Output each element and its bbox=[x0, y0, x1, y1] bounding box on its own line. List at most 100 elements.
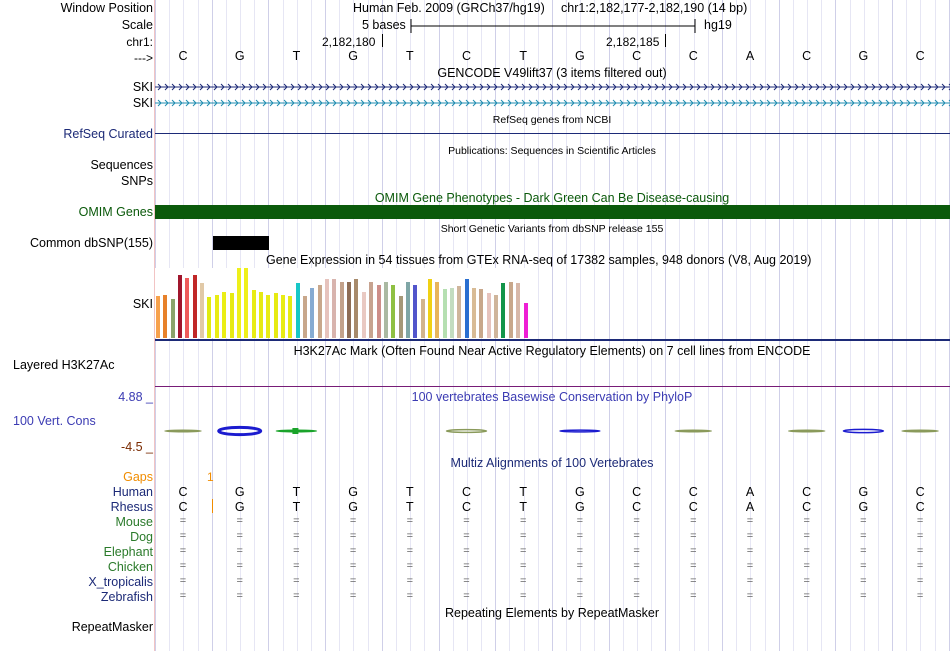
gtex-tissue-bar[interactable] bbox=[244, 268, 249, 338]
aligned-match: = bbox=[179, 575, 187, 587]
gtex-tissue-bar[interactable] bbox=[178, 275, 183, 338]
strand-chevron bbox=[346, 83, 351, 91]
gtex-tissue-bar[interactable] bbox=[185, 278, 190, 338]
repeatmasker-track-label[interactable]: RepeatMasker bbox=[71, 620, 153, 634]
gtex-tissue-bar[interactable] bbox=[464, 279, 469, 338]
species-label[interactable]: Mouse bbox=[115, 515, 153, 529]
gtex-tissue-bar[interactable] bbox=[251, 290, 256, 338]
assembly-title: Human Feb. 2009 (GRCh37/hg19) bbox=[353, 1, 545, 15]
gtex-tissue-bar[interactable] bbox=[295, 283, 300, 338]
species-label[interactable]: Human bbox=[112, 485, 153, 499]
gtex-tissue-bar[interactable] bbox=[420, 299, 425, 338]
gtex-gene-label[interactable]: SKI bbox=[132, 297, 153, 311]
omim-track-label[interactable]: OMIM Genes bbox=[78, 205, 153, 219]
gtex-tissue-bar[interactable] bbox=[280, 295, 285, 338]
gencode-transcripts[interactable] bbox=[155, 81, 950, 109]
omim-gene-bar[interactable] bbox=[155, 205, 950, 219]
h3k27ac-track-label[interactable]: Layered H3K27Ac bbox=[13, 358, 115, 372]
gtex-tissue-bar[interactable] bbox=[391, 285, 396, 338]
strand-chevron bbox=[276, 83, 281, 91]
gencode-item-label-1[interactable]: SKI bbox=[132, 80, 153, 94]
strand-chevron bbox=[808, 83, 813, 91]
gtex-tissue-bar[interactable] bbox=[229, 293, 234, 338]
phylop-logo-plot[interactable] bbox=[155, 418, 950, 448]
species-label[interactable]: X_tropicalis bbox=[88, 575, 153, 589]
gtex-tissue-bar[interactable] bbox=[170, 299, 175, 338]
gtex-tissue-bar[interactable] bbox=[222, 292, 227, 338]
strand-chevron bbox=[325, 83, 330, 91]
strand-chevron bbox=[528, 83, 533, 91]
gtex-tissue-bar[interactable] bbox=[361, 292, 366, 338]
gtex-tissue-bar[interactable] bbox=[398, 296, 403, 338]
gaps-label[interactable]: Gaps bbox=[123, 470, 153, 484]
gtex-tissue-bar[interactable] bbox=[354, 279, 359, 338]
gtex-tissue-bar[interactable] bbox=[413, 285, 418, 338]
gtex-tissue-bar[interactable] bbox=[303, 296, 307, 338]
strand-chevron bbox=[871, 83, 876, 91]
gencode-item-label-2[interactable]: SKI bbox=[132, 96, 153, 110]
gtex-tissue-bar[interactable] bbox=[457, 286, 462, 338]
gtex-tissue-bar[interactable] bbox=[369, 282, 374, 338]
reference-base: G bbox=[234, 49, 245, 63]
phylop-track-label[interactable]: 100 Vert. Cons bbox=[13, 414, 96, 428]
sequences-track-label[interactable]: Sequences bbox=[90, 158, 153, 172]
gtex-tissue-bar[interactable] bbox=[214, 295, 219, 338]
gtex-tissue-bar[interactable] bbox=[163, 295, 168, 338]
gtex-tissue-bar[interactable] bbox=[501, 283, 506, 338]
gtex-tissue-bar[interactable] bbox=[192, 275, 197, 338]
gtex-tissue-bar[interactable] bbox=[479, 289, 484, 338]
gtex-tissue-bar[interactable] bbox=[442, 289, 447, 338]
aligned-match: = bbox=[236, 515, 243, 527]
gtex-tissue-bar[interactable] bbox=[435, 282, 440, 338]
species-label[interactable]: Zebrafish bbox=[100, 590, 153, 604]
common-dbsnp-track-label[interactable]: Common dbSNP(155) bbox=[30, 236, 153, 250]
gtex-tissue-bar[interactable] bbox=[472, 288, 477, 338]
aligned-match: = bbox=[633, 560, 640, 572]
gtex-tissue-bar[interactable] bbox=[236, 268, 241, 338]
gtex-tissue-bar[interactable] bbox=[486, 293, 491, 338]
gtex-tissue-bar[interactable] bbox=[508, 282, 513, 338]
gtex-tissue-bar[interactable] bbox=[207, 297, 212, 338]
snps-track-label[interactable]: SNPs bbox=[121, 174, 153, 188]
gtex-tissue-bar[interactable] bbox=[310, 288, 315, 338]
gtex-tissue-bar[interactable] bbox=[347, 282, 352, 338]
gtex-tissue-bar[interactable] bbox=[516, 283, 521, 338]
strand-chevron bbox=[822, 99, 827, 107]
strand-chevron bbox=[248, 99, 253, 107]
species-label[interactable]: Dog bbox=[130, 530, 153, 544]
strand-chevron bbox=[724, 83, 729, 91]
gtex-track-divider bbox=[155, 339, 950, 341]
gtex-tissue-bar[interactable] bbox=[325, 279, 330, 338]
chr-label: chr1: bbox=[126, 35, 153, 49]
gtex-tissue-bar[interactable] bbox=[376, 285, 381, 338]
gtex-bar-chart[interactable] bbox=[155, 268, 535, 338]
gtex-tissue-bar[interactable] bbox=[494, 295, 499, 338]
gtex-tissue-bar[interactable] bbox=[450, 288, 454, 338]
gtex-tissue-bar[interactable] bbox=[339, 282, 344, 338]
strand-chevron bbox=[647, 99, 652, 107]
species-label[interactable]: Elephant bbox=[103, 545, 153, 559]
refseq-track-label[interactable]: RefSeq Curated bbox=[63, 127, 153, 141]
snp-variant-block[interactable] bbox=[213, 236, 269, 250]
gtex-tissue-bar[interactable] bbox=[317, 285, 322, 338]
gtex-tissue-bar[interactable] bbox=[288, 296, 293, 338]
gtex-tissue-bar[interactable] bbox=[258, 292, 263, 338]
gtex-tissue-bar[interactable] bbox=[427, 279, 432, 338]
reference-base: C bbox=[178, 49, 188, 63]
strand-chevron bbox=[766, 99, 771, 107]
species-label[interactable]: Chicken bbox=[107, 560, 153, 574]
gtex-tissue-bar[interactable] bbox=[332, 279, 337, 338]
species-label[interactable]: Rhesus bbox=[110, 500, 153, 514]
aligned-match: = bbox=[179, 545, 187, 557]
strand-chevron bbox=[178, 99, 183, 107]
gtex-tissue-bar[interactable] bbox=[405, 282, 410, 338]
gtex-tissue-bar[interactable] bbox=[200, 283, 205, 338]
gtex-tissue-bar[interactable] bbox=[523, 303, 528, 338]
strand-chevron bbox=[157, 99, 162, 107]
gtex-tissue-bar[interactable] bbox=[156, 296, 160, 338]
gtex-tissue-bar[interactable] bbox=[266, 295, 271, 338]
gtex-tissue-bar[interactable] bbox=[383, 282, 388, 338]
gtex-tissue-bar[interactable] bbox=[273, 293, 278, 338]
strand-chevron bbox=[731, 99, 736, 107]
refseq-gene-line[interactable] bbox=[155, 133, 950, 134]
